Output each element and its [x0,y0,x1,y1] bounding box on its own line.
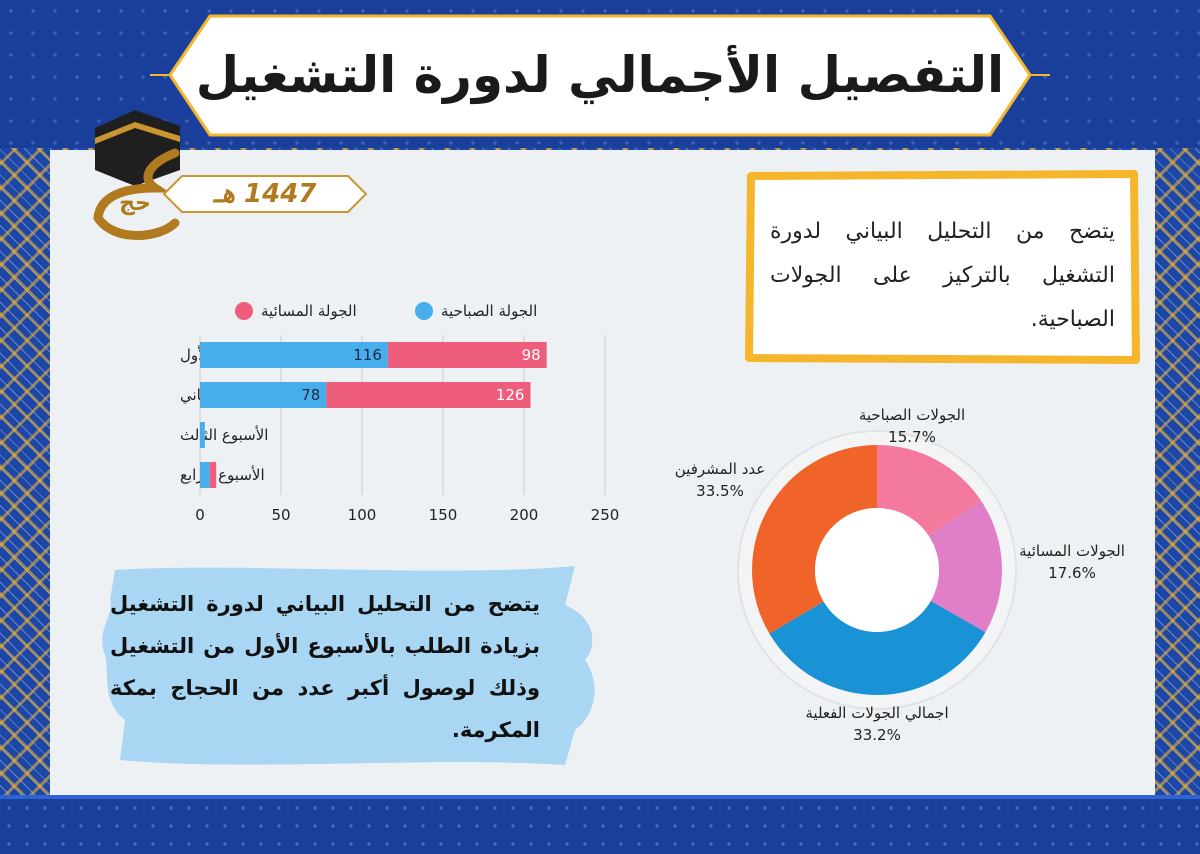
slice-percent: 17.6% [1048,564,1096,582]
donut-slice [752,445,877,634]
slice-label: الجولات الصباحية [859,406,965,424]
bar-data-label: 126 [496,386,525,404]
bar-evening [387,342,547,368]
bar-evening [209,462,217,488]
year-label: 1447 هـ [213,179,317,209]
bar-morning [200,422,205,448]
bottom-note-text: يتضح من التحليل البياني لدورة التشغيل بز… [110,592,540,742]
legend-morning-label: الجولة الصباحية [441,302,538,320]
title-frame [150,14,1050,137]
y-category-label: الأسبوع الرابع [180,465,265,484]
legend-evening-dot [235,302,253,320]
x-tick-label: 200 [510,506,539,524]
top-note-text: يتضح من التحليل البياني لدورة التشغيل با… [770,219,1115,332]
donut-slice [769,600,986,695]
x-tick-label: 250 [591,506,620,524]
bar-evening [326,382,531,408]
page-title: التفصيل الأجمالي لدورة التشغيل [195,46,1005,104]
legend-evening-label: الجولة المسائية [261,302,357,320]
bar-data-label: 116 [353,346,382,364]
slice-label: عدد المشرفين [675,460,765,478]
brush-background [102,566,595,765]
slice-label: اجمالي الجولات الفعلية [805,704,948,723]
logo-text: حج [119,191,151,216]
legend-morning: الجولة الصباحية [415,298,537,324]
x-tick-label: 150 [429,506,458,524]
bar-morning [200,342,388,368]
donut-hole [815,508,939,632]
bar-data-label: 78 [301,386,320,404]
x-tick-label: 50 [271,506,290,524]
bar-data-label: 98 [522,346,541,364]
weekly-bar-chart: 050100150200250الأسبوع الأول11698الأسبوع… [180,335,620,524]
donut-slice [877,445,982,536]
slice-label: الجولات المسائية [1019,542,1125,560]
donut-slice [928,501,1002,633]
bar-morning [200,382,327,408]
donut-chart: الجولات الصباحية 15.7% الجولات المسائية 17.… [675,406,1125,744]
footer-band [0,795,1200,854]
note-box-frame [745,170,1140,364]
legend-evening: الجولة المسائية [235,298,357,324]
slice-percent: 33.2% [853,726,901,744]
slice-percent: 33.5% [696,482,744,500]
slice-percent: 15.7% [888,428,936,446]
bar-legend: الجولة المسائية الجولة الصباحية [235,298,565,324]
legend-morning-dot [415,302,433,320]
y-category-label: الأسبوع الثالث [180,425,268,444]
hajj-logo: حج [93,110,180,240]
x-tick-label: 100 [348,506,377,524]
x-tick-label: 0 [195,506,205,524]
year-badge [162,175,368,213]
bar-morning [200,462,210,488]
